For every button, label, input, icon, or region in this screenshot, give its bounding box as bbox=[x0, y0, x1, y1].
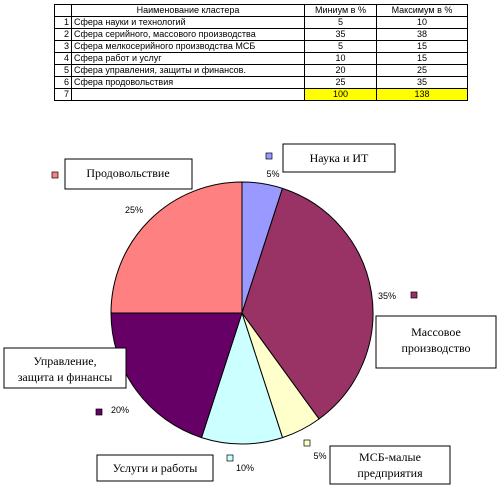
pie-slices bbox=[110, 181, 374, 445]
callout-box-продовольствие bbox=[64, 158, 193, 190]
callout-label-мсб-малые-предприятия: МСБ-малые предприятия bbox=[357, 450, 423, 480]
cluster-table: Наименование кластера Миниум в % Максиму… bbox=[54, 4, 468, 101]
callout-box-услуги-и-работы bbox=[96, 454, 214, 482]
callout-label-услуги-и-работы: Услуги и работы bbox=[113, 461, 198, 475]
callout-label-продовольствие: Продовольствие bbox=[86, 166, 169, 180]
legend-marker bbox=[265, 152, 273, 160]
pie-slice-управление-защита-и-финансы bbox=[110, 312, 243, 439]
table-row: 5 Сфера управления, защиты и финансов. 2… bbox=[54, 64, 468, 77]
pie-slice-продовольствие bbox=[110, 181, 243, 314]
pie-percent-label: 35% bbox=[378, 291, 396, 301]
pie-slice-массовое-производство bbox=[241, 187, 374, 420]
total-min: 100 bbox=[304, 88, 377, 101]
pie-percent-label: 5% bbox=[266, 169, 279, 179]
total-max: 138 bbox=[376, 88, 468, 101]
table-total-row: 7 100 138 bbox=[54, 88, 468, 101]
callout-box-мсб-малые-предприятия bbox=[329, 445, 451, 485]
callout-label-наука-и-ит: Наука и ИТ bbox=[310, 151, 369, 165]
pie-slice-услуги-и-работы bbox=[200, 311, 284, 445]
legend-marker bbox=[95, 408, 103, 416]
pie-percent-label: 5% bbox=[313, 451, 326, 461]
callout-label-управление-защита-и-финансы: Управление, защита и финансы bbox=[18, 354, 113, 384]
callout-box-управление-защита-и-финансы bbox=[3, 347, 127, 389]
legend-marker bbox=[303, 439, 311, 447]
pie-percent-label: 25% bbox=[125, 205, 143, 215]
pie-callouts: 5% Наука и ИТ 35% Массовое производство 5% МСБ… bbox=[3, 143, 497, 485]
pie-percent-label: 20% bbox=[111, 405, 129, 415]
table-row: 1 Сфера науки и технологий 5 10 bbox=[54, 16, 468, 29]
table-row: 4 Сфера работ и услуг 10 15 bbox=[54, 52, 468, 65]
legend-marker bbox=[410, 291, 418, 299]
callout-box-наука-и-ит bbox=[282, 143, 396, 173]
callout-box-массовое-производство bbox=[375, 315, 497, 369]
legend-marker bbox=[226, 454, 234, 462]
table-header-row: Наименование кластера Миниум в % Максиму… bbox=[54, 4, 468, 17]
pie-percent-label: 10% bbox=[236, 463, 254, 473]
callout-label-массовое-производство: Массовое производство bbox=[401, 325, 470, 355]
legend-marker bbox=[51, 171, 59, 179]
